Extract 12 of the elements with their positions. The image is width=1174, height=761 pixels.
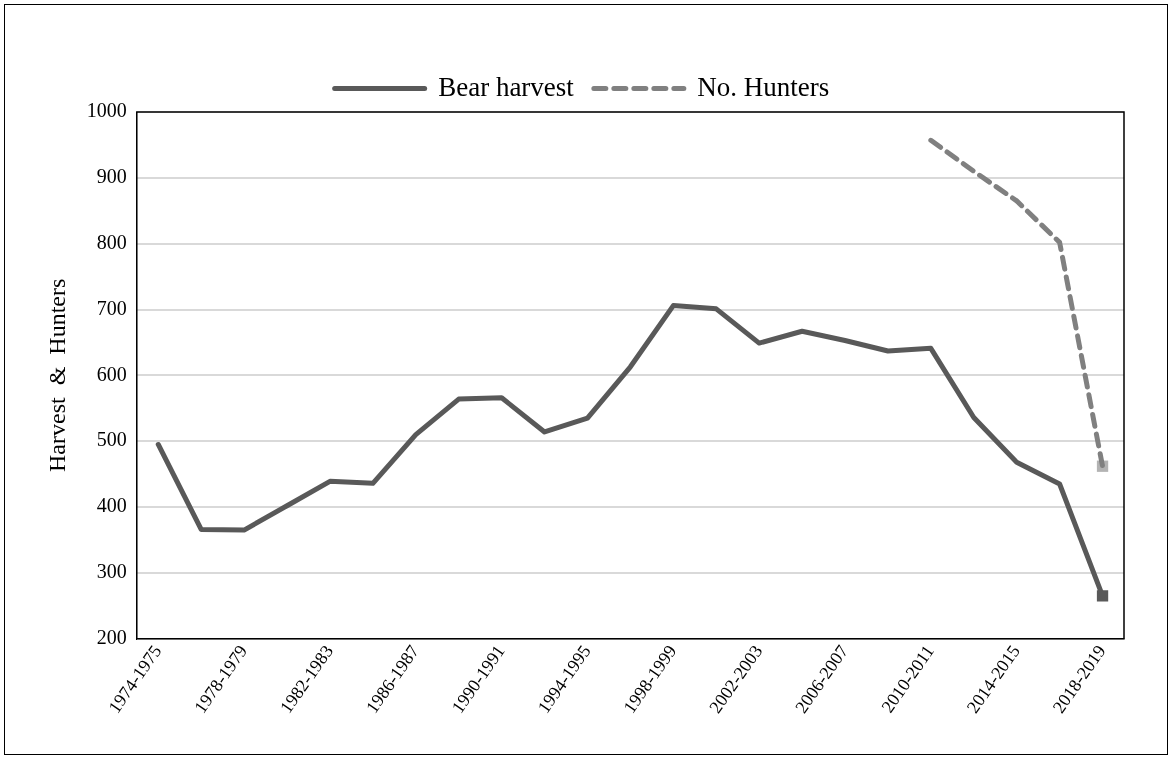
y-tick-label: 200 (96, 625, 127, 648)
y-tick-label: 700 (96, 296, 127, 319)
legend-label: Bear harvest (438, 71, 575, 102)
y-tick-label: 900 (96, 165, 127, 188)
y-tick-label: 500 (96, 428, 127, 451)
legend-label: No. Hunters (697, 71, 830, 102)
y-tick-label: 1000 (86, 99, 127, 122)
y-axis-title: Harvest & Hunters (43, 278, 70, 473)
y-tick-label: 800 (96, 230, 127, 253)
y-tick-label: 300 (96, 560, 127, 583)
y-tick-label: 600 (96, 362, 127, 385)
y-tick-label: 400 (96, 494, 127, 517)
